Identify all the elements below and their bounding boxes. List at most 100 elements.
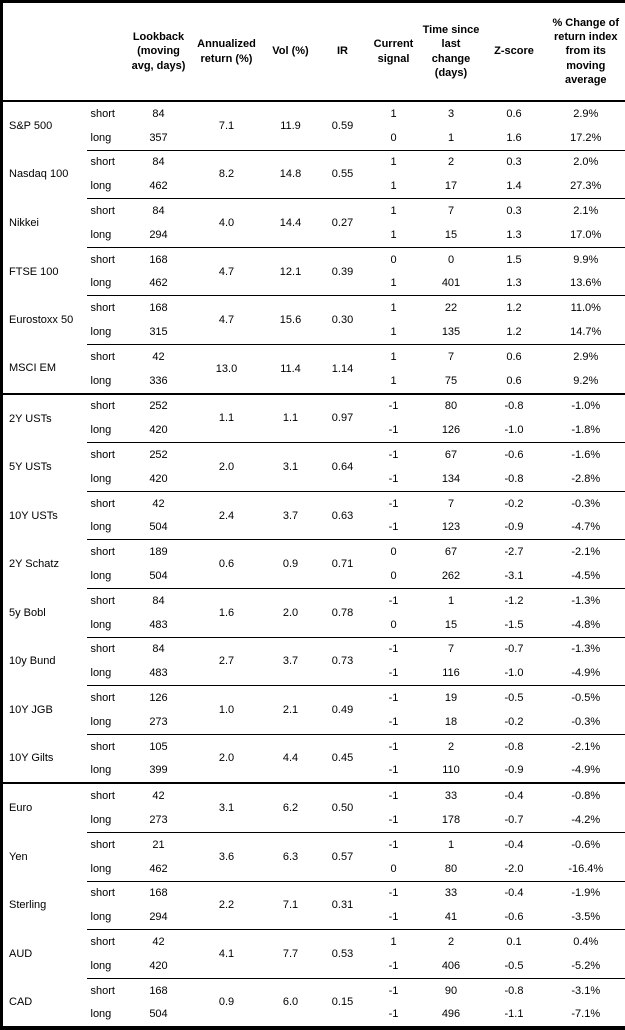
col-header-leg-blank bbox=[87, 2, 127, 102]
z-score-cell: -0.7 bbox=[482, 808, 547, 832]
asset-name: 10y Bund bbox=[2, 637, 87, 686]
vol-cell: 3.1 bbox=[263, 443, 319, 492]
leg-label-long: long bbox=[87, 369, 127, 394]
leg-label-short: short bbox=[87, 199, 127, 223]
time-since-change-cell: 123 bbox=[421, 516, 482, 540]
col-header-pct-change: % Change of return index from its moving… bbox=[547, 2, 625, 102]
z-score-cell: 1.3 bbox=[482, 223, 547, 247]
vol-cell: 3.7 bbox=[263, 637, 319, 686]
lookback-cell: 504 bbox=[127, 516, 191, 540]
signal-cell: 1 bbox=[367, 344, 421, 368]
time-since-change-cell: 3 bbox=[421, 101, 482, 126]
asset-name: 10Y JGB bbox=[2, 686, 87, 735]
asset-name: 5Y USTs bbox=[2, 443, 87, 492]
time-since-change-cell: 17 bbox=[421, 174, 482, 198]
lookback-cell: 126 bbox=[127, 686, 191, 710]
leg-label-long: long bbox=[87, 857, 127, 881]
time-since-change-cell: 134 bbox=[421, 467, 482, 491]
time-since-change-cell: 80 bbox=[421, 857, 482, 881]
signal-cell: 1 bbox=[367, 101, 421, 126]
lookback-cell: 168 bbox=[127, 296, 191, 320]
lookback-cell: 420 bbox=[127, 418, 191, 442]
ir-cell: 0.64 bbox=[319, 443, 367, 492]
asset-name: 10Y Gilts bbox=[2, 734, 87, 783]
lookback-cell: 105 bbox=[127, 734, 191, 758]
asset-name: Nikkei bbox=[2, 199, 87, 248]
pct-change-cell: 13.6% bbox=[547, 272, 625, 296]
asset-name: Yen bbox=[2, 832, 87, 881]
signal-cell: 0 bbox=[367, 126, 421, 150]
signal-cell: -1 bbox=[367, 808, 421, 832]
annualized-return-cell: 1.6 bbox=[191, 588, 263, 637]
pct-change-cell: 2.1% bbox=[547, 199, 625, 223]
pct-change-cell: 17.0% bbox=[547, 223, 625, 247]
leg-label-short: short bbox=[87, 686, 127, 710]
annualized-return-cell: 7.1 bbox=[191, 101, 263, 150]
vol-cell: 7.7 bbox=[263, 930, 319, 979]
leg-label-short: short bbox=[87, 588, 127, 612]
time-since-change-cell: 0 bbox=[421, 247, 482, 271]
ir-cell: 0.27 bbox=[319, 199, 367, 248]
pct-change-cell: 17.2% bbox=[547, 126, 625, 150]
z-score-cell: -1.1 bbox=[482, 1002, 547, 1028]
ir-cell: 0.45 bbox=[319, 734, 367, 783]
leg-label-long: long bbox=[87, 759, 127, 784]
leg-label-long: long bbox=[87, 905, 127, 929]
annualized-return-cell: 4.7 bbox=[191, 247, 263, 296]
lookback-cell: 168 bbox=[127, 881, 191, 905]
signal-cell: -1 bbox=[367, 418, 421, 442]
leg-label-short: short bbox=[87, 101, 127, 126]
signal-cell: -1 bbox=[367, 832, 421, 856]
pct-change-cell: -2.1% bbox=[547, 734, 625, 758]
leg-label-long: long bbox=[87, 564, 127, 588]
pct-change-cell: -0.5% bbox=[547, 686, 625, 710]
vol-cell: 0.9 bbox=[263, 540, 319, 589]
annualized-return-cell: 0.9 bbox=[191, 978, 263, 1028]
pct-change-cell: -4.7% bbox=[547, 516, 625, 540]
lookback-cell: 504 bbox=[127, 564, 191, 588]
ir-cell: 0.39 bbox=[319, 247, 367, 296]
asset-name: 5y Bobl bbox=[2, 588, 87, 637]
annualized-return-cell: 2.4 bbox=[191, 491, 263, 540]
signal-cell: -1 bbox=[367, 734, 421, 758]
time-since-change-cell: 262 bbox=[421, 564, 482, 588]
pct-change-cell: -4.2% bbox=[547, 808, 625, 832]
lookback-cell: 273 bbox=[127, 808, 191, 832]
signal-cell: 1 bbox=[367, 272, 421, 296]
asset-name: AUD bbox=[2, 930, 87, 979]
z-score-cell: -1.0 bbox=[482, 418, 547, 442]
ir-cell: 0.78 bbox=[319, 588, 367, 637]
signal-cell: -1 bbox=[367, 710, 421, 734]
annualized-return-cell: 4.0 bbox=[191, 199, 263, 248]
pct-change-cell: -2.1% bbox=[547, 540, 625, 564]
vol-cell: 2.0 bbox=[263, 588, 319, 637]
annualized-return-cell: 2.0 bbox=[191, 734, 263, 783]
z-score-cell: -0.8 bbox=[482, 394, 547, 419]
annualized-return-cell: 4.1 bbox=[191, 930, 263, 979]
pct-change-cell: 14.7% bbox=[547, 320, 625, 344]
lookback-cell: 42 bbox=[127, 344, 191, 368]
annualized-return-cell: 2.0 bbox=[191, 443, 263, 492]
signal-cell: -1 bbox=[367, 394, 421, 419]
ir-cell: 0.55 bbox=[319, 150, 367, 199]
col-header-z-score: Z-score bbox=[482, 2, 547, 102]
lookback-cell: 273 bbox=[127, 710, 191, 734]
ir-cell: 0.57 bbox=[319, 832, 367, 881]
time-since-change-cell: 7 bbox=[421, 199, 482, 223]
lookback-cell: 168 bbox=[127, 247, 191, 271]
time-since-change-cell: 33 bbox=[421, 881, 482, 905]
vol-cell: 2.1 bbox=[263, 686, 319, 735]
signal-cell: 0 bbox=[367, 857, 421, 881]
col-header-vol: Vol (%) bbox=[263, 2, 319, 102]
z-score-cell: 0.3 bbox=[482, 199, 547, 223]
z-score-cell: -0.4 bbox=[482, 881, 547, 905]
ir-cell: 0.59 bbox=[319, 101, 367, 150]
lookback-cell: 252 bbox=[127, 394, 191, 419]
z-score-cell: -0.8 bbox=[482, 734, 547, 758]
vol-cell: 1.1 bbox=[263, 394, 319, 443]
